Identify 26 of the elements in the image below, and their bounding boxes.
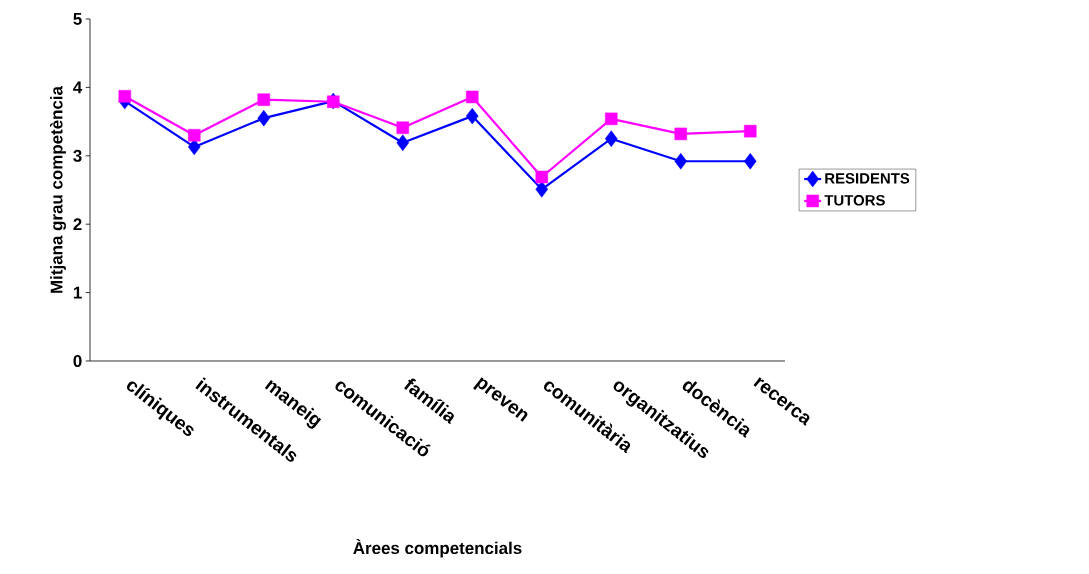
- y-tick-label: 0: [73, 354, 82, 367]
- y-tick-label: 1: [73, 286, 82, 299]
- point: [535, 170, 548, 184]
- point: [188, 129, 201, 142]
- legend-label: RESIDENTS: [825, 173, 910, 184]
- point: [605, 130, 618, 147]
- point: [396, 121, 409, 134]
- y-tick-label: 4: [73, 81, 83, 94]
- point: [674, 153, 687, 170]
- y-tick-label: 2: [73, 218, 82, 231]
- point: [396, 134, 409, 152]
- point: [466, 107, 479, 125]
- point: [118, 90, 131, 103]
- point: [605, 112, 618, 126]
- y-tick-label: 3: [73, 149, 82, 162]
- point: [535, 181, 548, 198]
- x-axis-title: Àrees competencials: [353, 538, 522, 558]
- y-axis-title: Mitjana grau competència: [49, 85, 66, 293]
- point: [466, 90, 479, 104]
- point: [257, 93, 270, 106]
- point: [744, 124, 757, 138]
- legend-label: TUTORS: [824, 194, 885, 206]
- y-tick-label: 5: [73, 13, 82, 25]
- point: [744, 153, 757, 170]
- point: [257, 109, 270, 127]
- point: [674, 127, 687, 141]
